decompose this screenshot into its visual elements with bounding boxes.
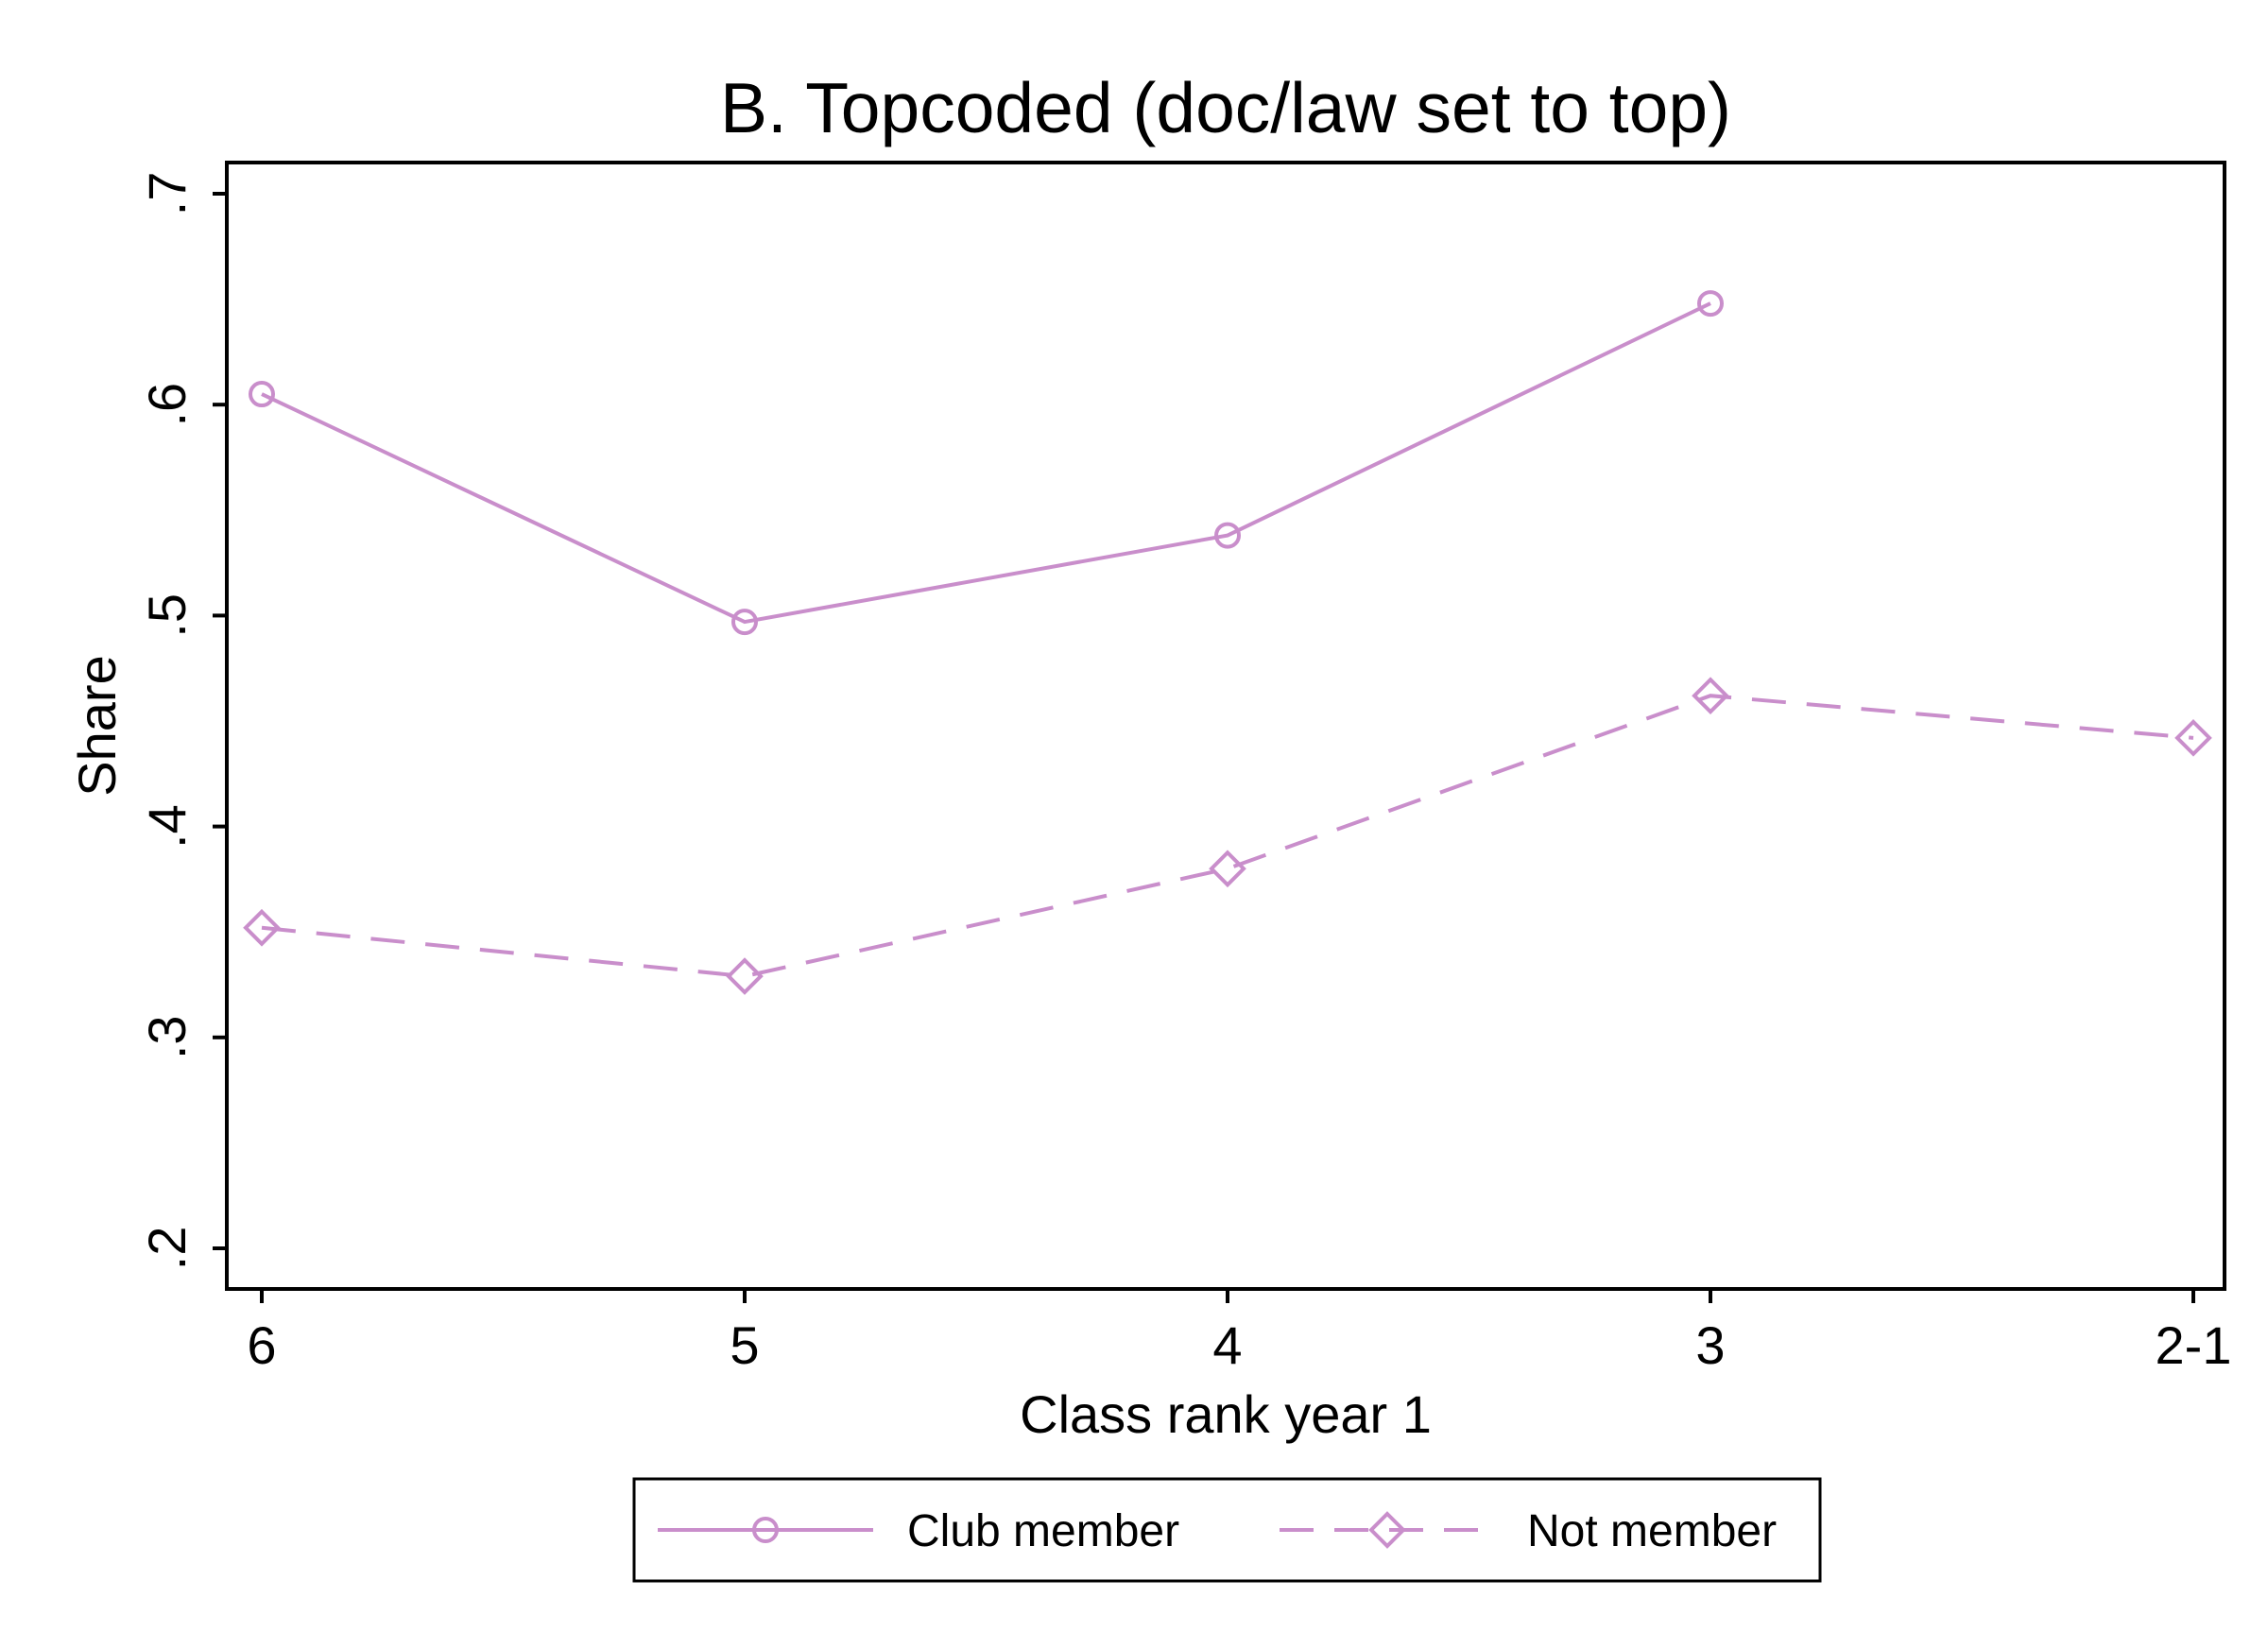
series-line bbox=[261, 694, 2194, 979]
data-point bbox=[726, 957, 764, 995]
legend-marker bbox=[1368, 1511, 1406, 1549]
data-point bbox=[249, 381, 275, 408]
legend-item: Club member bbox=[658, 1506, 1179, 1556]
x-tick-label: 2-1 bbox=[2156, 1315, 2232, 1375]
x-tick-label: 4 bbox=[1212, 1315, 1242, 1375]
series-club-member bbox=[249, 290, 1724, 636]
data-point bbox=[1214, 522, 1241, 549]
y-tick-label: .3 bbox=[137, 1015, 197, 1059]
legend-item: Not member bbox=[1280, 1506, 1777, 1556]
data-point bbox=[731, 609, 758, 636]
legend-label: Not member bbox=[1527, 1506, 1777, 1556]
chart-title: B. Topcoded (doc/law set to top) bbox=[720, 68, 1731, 147]
y-tick-label: .4 bbox=[137, 804, 197, 849]
data-point bbox=[1692, 677, 1729, 715]
x-tick-label: 5 bbox=[730, 1315, 759, 1375]
series-layer bbox=[243, 290, 2212, 995]
y-axis-label: Share bbox=[67, 655, 127, 796]
x-tick-label: 6 bbox=[247, 1315, 276, 1375]
x-tick-label: 3 bbox=[1695, 1315, 1725, 1375]
y-tick-label: .5 bbox=[137, 593, 197, 638]
data-point bbox=[1697, 290, 1724, 318]
data-point bbox=[1209, 850, 1246, 888]
y-tick-label: .2 bbox=[137, 1227, 197, 1271]
series-not-member bbox=[243, 677, 2212, 995]
y-tick-label: .7 bbox=[137, 172, 197, 216]
data-point bbox=[2174, 719, 2212, 757]
legend-label: Club member bbox=[907, 1506, 1179, 1556]
y-axis: .2 .3 .4 .5 .6 .7 bbox=[137, 172, 227, 1271]
y-tick-label: .6 bbox=[137, 383, 197, 427]
x-axis: 6 5 4 3 2-1 bbox=[247, 1289, 2231, 1375]
series-line bbox=[261, 301, 1711, 625]
legend-marker bbox=[752, 1517, 779, 1543]
data-point bbox=[243, 908, 281, 947]
legend: Club member Not member bbox=[658, 1506, 1777, 1556]
x-axis-label: Class rank year 1 bbox=[1020, 1384, 1432, 1444]
